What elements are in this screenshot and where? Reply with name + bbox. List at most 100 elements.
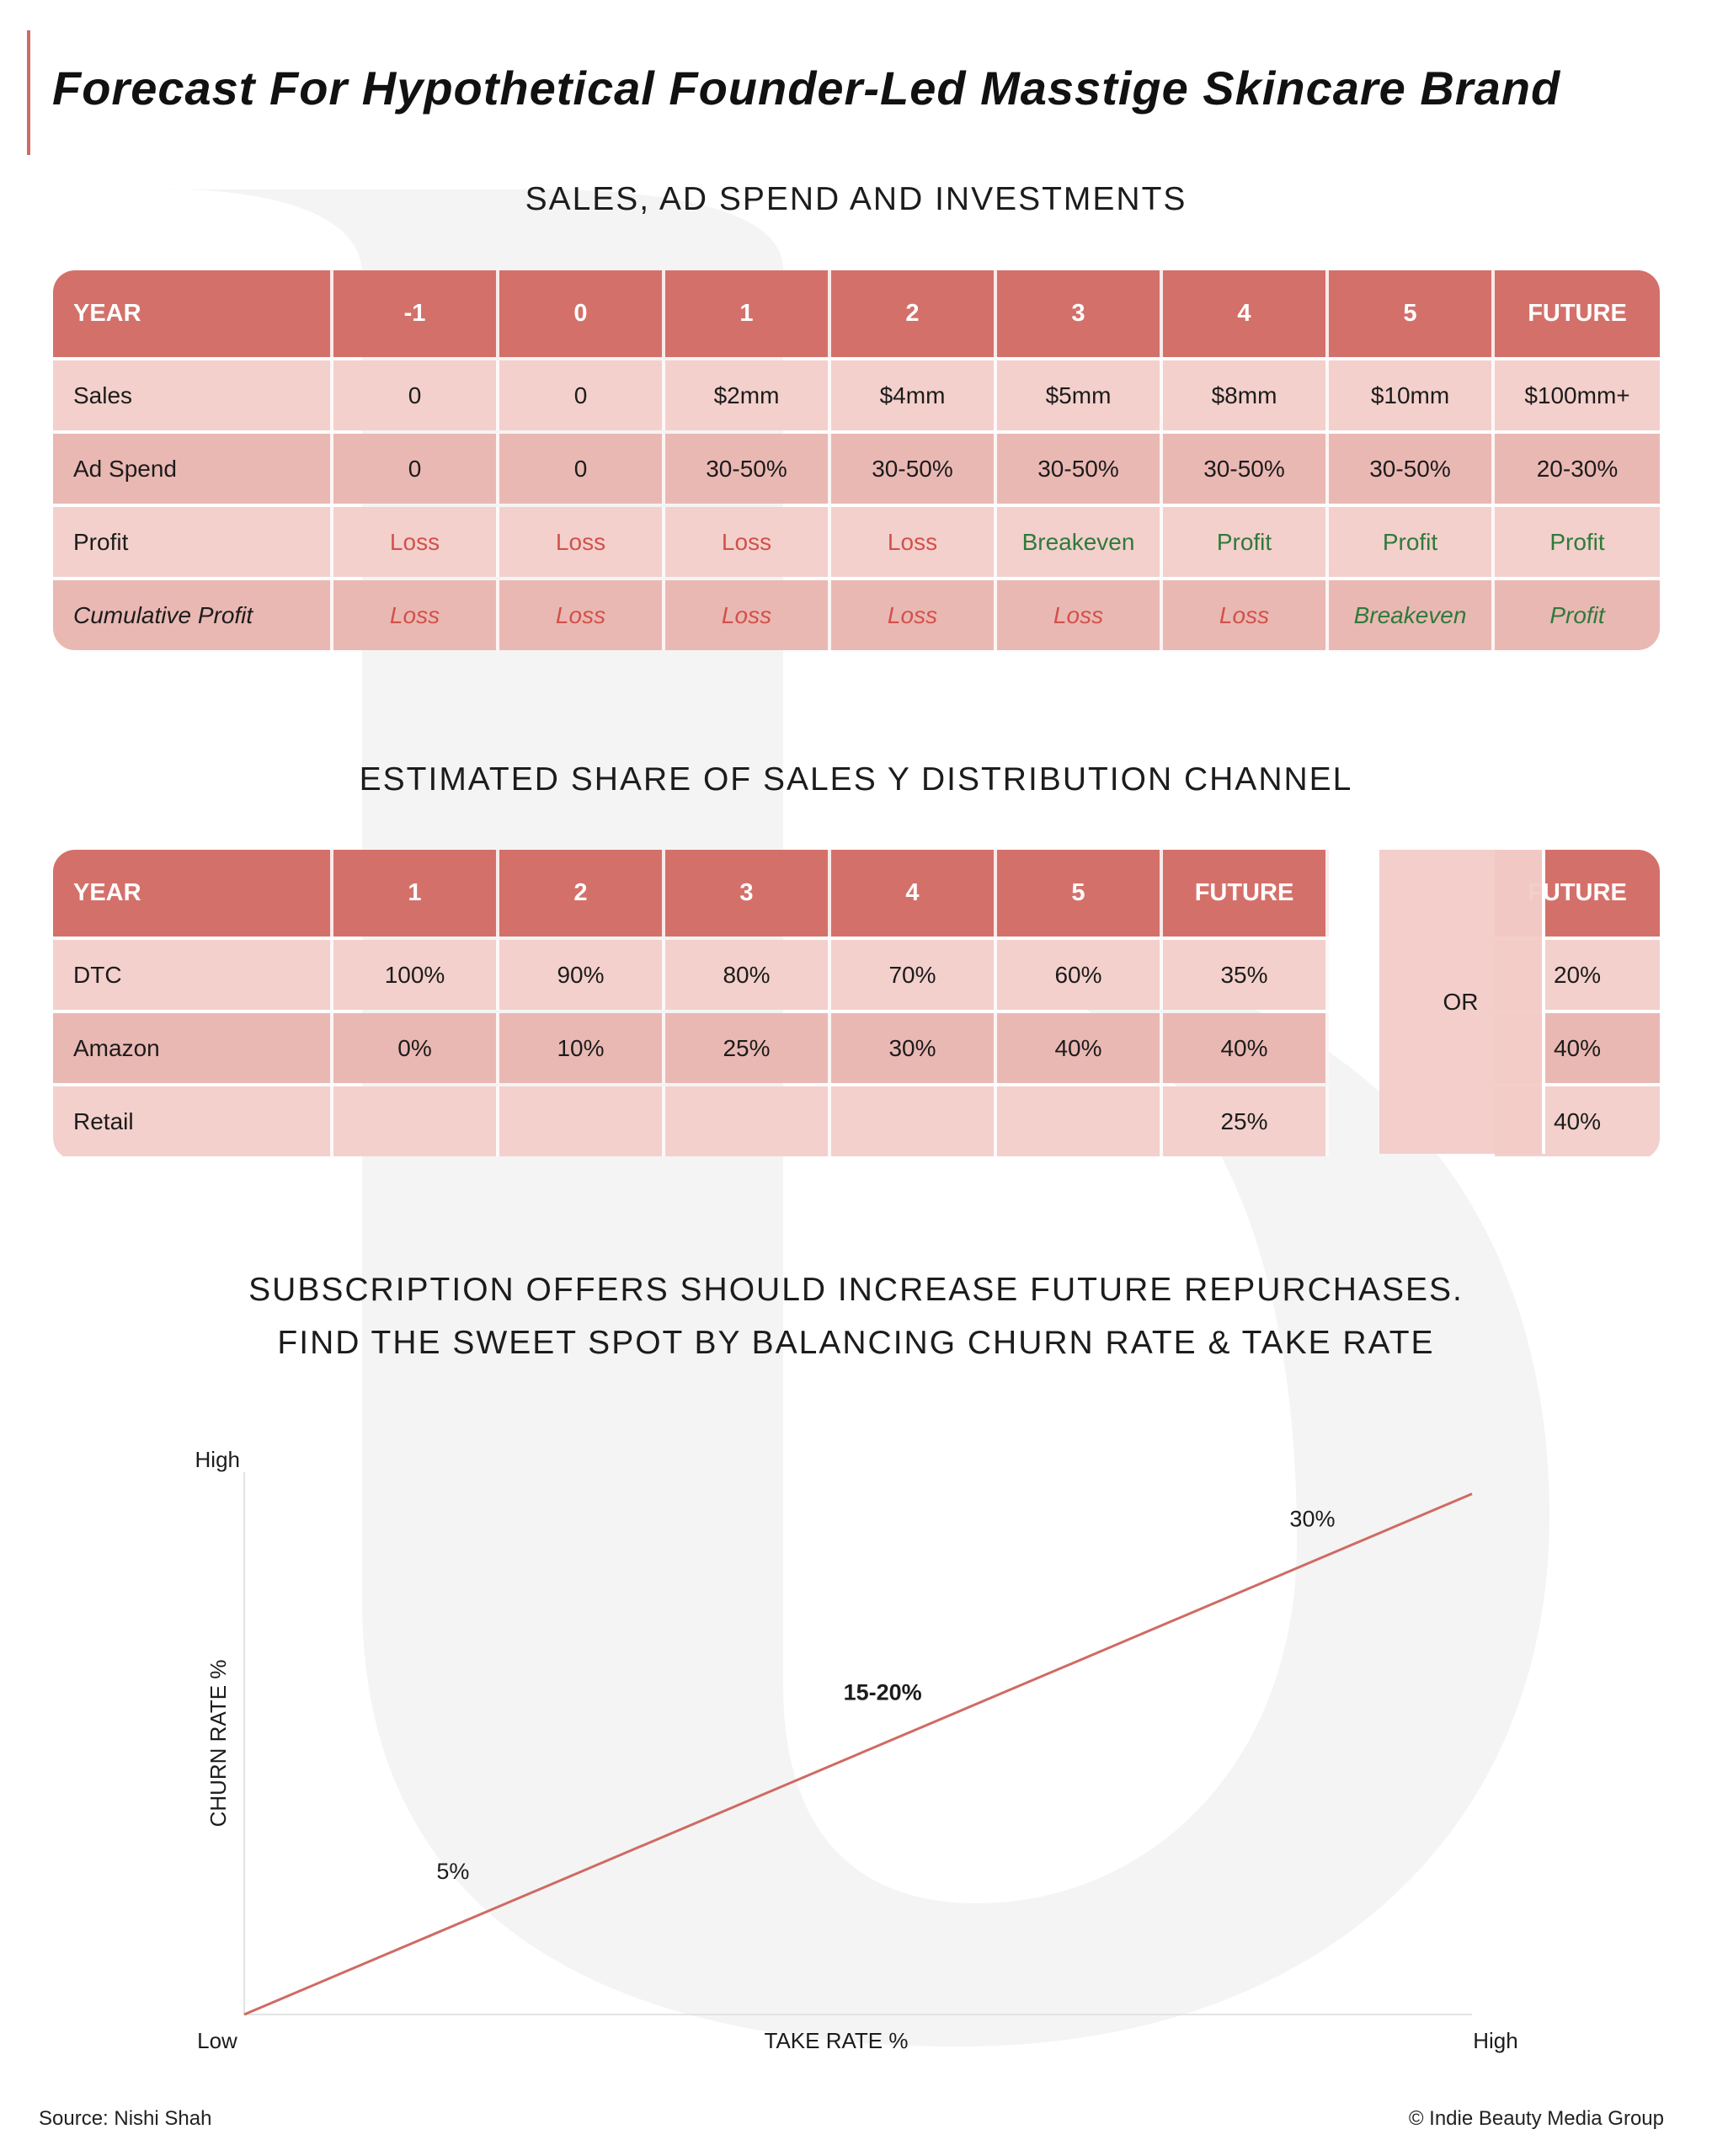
table-row: Profit Loss Loss Loss Loss Breakeven Pro… xyxy=(53,507,1660,577)
table-cell: 70% xyxy=(831,940,997,1010)
row-label: Sales xyxy=(53,360,333,430)
table-cell xyxy=(499,1086,665,1156)
header-cell: 3 xyxy=(997,270,1163,357)
table-row: Cumulative Profit Loss Loss Loss Loss Lo… xyxy=(53,580,1660,650)
table-cell: 35% xyxy=(1163,940,1329,1010)
table-cell: $2mm xyxy=(665,360,831,430)
header-cell: 3 xyxy=(665,850,831,937)
table-cell: 40% xyxy=(1163,1013,1329,1083)
table-cell: $10mm xyxy=(1329,360,1495,430)
x-axis-label: TAKE RATE % xyxy=(765,2028,909,2053)
header-cell: 2 xyxy=(831,270,997,357)
row-label: Retail xyxy=(53,1086,333,1156)
table-cell: 90% xyxy=(499,940,665,1010)
x-tick-low: Low xyxy=(197,2028,237,2053)
table-cell: 25% xyxy=(1163,1086,1329,1156)
header-cell: FUTURE xyxy=(1495,270,1660,357)
table-cell: Loss xyxy=(1163,580,1329,650)
table-header-row: YEAR -1 0 1 2 3 4 5 FUTURE xyxy=(53,270,1660,357)
header-cell: 5 xyxy=(997,850,1163,937)
table-cell: 0 xyxy=(333,360,499,430)
table-cell: Loss xyxy=(499,580,665,650)
table-cell: 40% xyxy=(997,1013,1163,1083)
table-cell: Breakeven xyxy=(1329,580,1495,650)
table-cell xyxy=(333,1086,499,1156)
table-cell: Profit xyxy=(1163,507,1329,577)
section2-heading: ESTIMATED SHARE OF SALES Y DISTRIBUTION … xyxy=(359,761,1353,798)
header-cell: YEAR xyxy=(53,850,333,937)
table-cell: Loss xyxy=(665,507,831,577)
table-cell: 0 xyxy=(499,360,665,430)
table-cell xyxy=(665,1086,831,1156)
header-cell: YEAR xyxy=(53,270,333,357)
table-cell: 20-30% xyxy=(1495,434,1660,504)
y-tick-high: High xyxy=(195,1447,240,1472)
source-credit: Source: Nishi Shah xyxy=(39,2107,212,2130)
header-cell: 4 xyxy=(1163,270,1329,357)
channel-table: YEAR 1 2 3 4 5 FUTURE FUTURE DTC 100% 90… xyxy=(53,850,1660,1160)
row-label: DTC xyxy=(53,940,333,1010)
table-cell: 30-50% xyxy=(1163,434,1329,504)
header-cell: 1 xyxy=(333,850,499,937)
table-cell: $8mm xyxy=(1163,360,1329,430)
table-cell: 30% xyxy=(831,1013,997,1083)
header-cell: 1 xyxy=(665,270,831,357)
table-cell: Loss xyxy=(665,580,831,650)
table-cell: 80% xyxy=(665,940,831,1010)
table-row: Amazon 0% 10% 25% 30% 40% 40% 40% xyxy=(53,1013,1660,1083)
table-cell: 0% xyxy=(333,1013,499,1083)
header-cell: 0 xyxy=(499,270,665,357)
row-label: Ad Spend xyxy=(53,434,333,504)
table-cell: $4mm xyxy=(831,360,997,430)
table-cell: 30-50% xyxy=(997,434,1163,504)
section3-heading-line2: FIND THE SWEET SPOT BY BALANCING CHURN R… xyxy=(277,1325,1435,1361)
annotation-label-2: 30% xyxy=(1289,1506,1335,1531)
sales-table: YEAR -1 0 1 2 3 4 5 FUTURE Sales 0 0 $2m… xyxy=(53,270,1660,650)
table-cell: Profit xyxy=(1329,507,1495,577)
table-cell: Breakeven xyxy=(997,507,1163,577)
table-cell: Loss xyxy=(831,507,997,577)
header-cell: -1 xyxy=(333,270,499,357)
x-tick-high: High xyxy=(1473,2028,1517,2053)
or-divider: OR xyxy=(1379,850,1545,1154)
row-label: Profit xyxy=(53,507,333,577)
table-row: Ad Spend 0 0 30-50% 30-50% 30-50% 30-50%… xyxy=(53,434,1660,504)
header-cell: 2 xyxy=(499,850,665,937)
table-cell: 100% xyxy=(333,940,499,1010)
table-cell xyxy=(997,1086,1163,1156)
title-accent-bar xyxy=(27,30,30,155)
section3-heading-line1: SUBSCRIPTION OFFERS SHOULD INCREASE FUTU… xyxy=(248,1272,1464,1308)
page-title: Forecast For Hypothetical Founder-Led Ma… xyxy=(52,61,1561,115)
table-cell: 0 xyxy=(333,434,499,504)
table-cell: Loss xyxy=(333,580,499,650)
table-cell: 0 xyxy=(499,434,665,504)
header-cell: 4 xyxy=(831,850,997,937)
table-cell: Profit xyxy=(1495,580,1660,650)
table-cell: Loss xyxy=(499,507,665,577)
table-cell xyxy=(831,1086,997,1156)
table-cell: Loss xyxy=(831,580,997,650)
table-cell: 25% xyxy=(665,1013,831,1083)
table-cell: 30-50% xyxy=(1329,434,1495,504)
table-cell: Loss xyxy=(333,507,499,577)
table-cell: Profit xyxy=(1495,507,1660,577)
table-row: Sales 0 0 $2mm $4mm $5mm $8mm $10mm $100… xyxy=(53,360,1660,430)
table-cell: 30-50% xyxy=(831,434,997,504)
table-cell: Loss xyxy=(997,580,1163,650)
row-label: Cumulative Profit xyxy=(53,580,333,650)
series-line-0 xyxy=(243,1492,1473,2016)
header-cell: FUTURE xyxy=(1163,850,1329,937)
table-cell: 30-50% xyxy=(665,434,831,504)
copyright-credit: © Indie Beauty Media Group xyxy=(1408,2107,1664,2130)
row-label: Amazon xyxy=(53,1013,333,1083)
annotation-label-1: 15-20% xyxy=(844,1679,922,1705)
annotation-label-0: 5% xyxy=(436,1859,469,1884)
header-cell: 5 xyxy=(1329,270,1495,357)
table-cell: 10% xyxy=(499,1013,665,1083)
y-axis-label: CHURN RATE % xyxy=(205,1660,231,1828)
table-cell: 60% xyxy=(997,940,1163,1010)
table-cell: $100mm+ xyxy=(1495,360,1660,430)
section1-heading: SALES, AD SPEND AND INVESTMENTS xyxy=(525,181,1187,217)
